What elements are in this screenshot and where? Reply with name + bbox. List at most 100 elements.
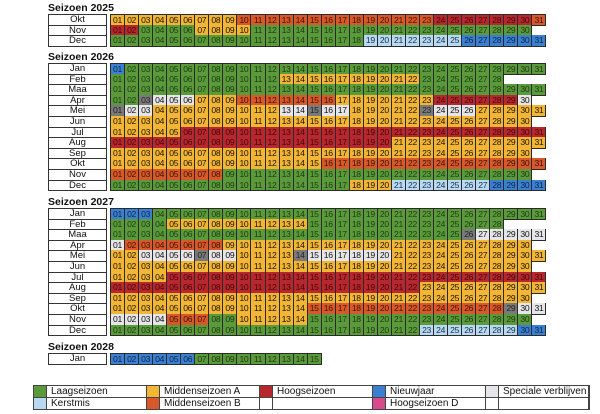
day-cell: 17 bbox=[334, 179, 350, 192]
month-row: Okt 01 02 03 04 05 06 07 08 09 10 11 12 13 14 15 16 17 18 1… bbox=[48, 303, 547, 315]
day-cell: 25 bbox=[447, 35, 463, 47]
day-cell: 29 bbox=[503, 324, 519, 337]
day-cell: 20 bbox=[376, 324, 392, 337]
day-cell: 10 bbox=[236, 179, 252, 192]
month-row: Apr 01 02 03 04 05 06 07 08 09 10 11 12 13 14 15 16 17 18 1… bbox=[48, 94, 545, 107]
day-cell: 20 bbox=[376, 35, 392, 47]
day-cell: 09 bbox=[222, 179, 238, 192]
day-cell: 13 bbox=[278, 324, 294, 337]
day-cell: 07 bbox=[194, 179, 210, 192]
day-cells: 01 02 03 04 05 06 07 08 09 10 11 12 13 14 15 16 17 18 19 20… bbox=[110, 313, 533, 326]
day-cell: 22 bbox=[404, 324, 421, 337]
day-cells: 01 02 03 04 05 06 07 08 09 10 11 12 13 14 15 16 17 18 19 20… bbox=[110, 73, 505, 86]
day-cell: 02 bbox=[124, 353, 140, 365]
day-cell: 27 bbox=[475, 35, 491, 47]
season-title: Seizoen 2027 bbox=[48, 196, 114, 208]
month-label: Maa bbox=[48, 229, 107, 240]
month-row: Jul 01 02 03 04 05 06 07 08 09 10 11 12 13 14 15 16 17 18 1… bbox=[48, 126, 547, 139]
day-cells: 01 02 03 04 05 06 07 08 09 10 11 12 13 14 15 16 17 18 19 20… bbox=[110, 63, 547, 75]
month-row: Jan 01 02 03 04 05 06 07 08 09 10 11 12 13 14 15 bbox=[48, 353, 322, 365]
season-title: Seizoen 2026 bbox=[48, 51, 114, 63]
season-2026: Seizoen 2026 Jan 01 02 03 04 05 06 07 08 09 10 11 12… bbox=[48, 51, 547, 192]
day-cell: 21 bbox=[390, 35, 406, 47]
month-label: Jan bbox=[48, 353, 107, 365]
day-cell: 31 bbox=[531, 63, 547, 75]
day-cell: 20 bbox=[376, 179, 392, 192]
day-cell: 12 bbox=[264, 324, 280, 337]
legend-label bbox=[499, 398, 589, 409]
day-cell: 09 bbox=[222, 353, 238, 365]
day-cell: 12 bbox=[264, 179, 280, 192]
day-cell: 23 bbox=[419, 179, 435, 192]
legend-swatch bbox=[147, 398, 160, 409]
legend-swatch bbox=[373, 386, 386, 398]
day-cell: 08 bbox=[208, 35, 224, 47]
month-row: Maa 01 02 03 04 05 06 07 08 09 10 11 12 13 14 15 16 17 18 1… bbox=[48, 229, 547, 241]
day-cell: 31 bbox=[531, 35, 547, 47]
day-cell: 15 bbox=[306, 35, 322, 47]
month-label: Nov bbox=[48, 168, 107, 180]
day-cell: 15 bbox=[306, 353, 322, 365]
day-cell: 14 bbox=[292, 179, 308, 192]
day-cell: 19 bbox=[362, 179, 378, 192]
day-cell: 03 bbox=[138, 179, 154, 192]
day-cell: 29 bbox=[503, 35, 519, 47]
day-cells: 01 02 03 04 05 06 07 08 09 10 11 12 13 14 15 16 17 18 19 20… bbox=[110, 147, 533, 160]
day-cell: 31 bbox=[531, 105, 547, 117]
month-row: Apr 01 02 03 04 05 06 07 08 09 10 11 12 13 14 15 16 17 18 1… bbox=[48, 239, 545, 252]
month-row: Sep 01 02 03 04 05 06 07 08 09 10 11 12 13 14 15 16 17 18 1… bbox=[48, 292, 545, 305]
day-cells: 01 02 03 04 05 06 07 08 09 10 11 12 13 14 15 16 17 18 19 20… bbox=[110, 14, 547, 26]
month-row: Dec 01 02 03 04 05 06 07 08 09 10 11 12 13 14 15 16 17 18 1… bbox=[48, 35, 547, 47]
day-cells: 01 02 03 04 05 06 07 08 09 10 11 12 13 14 15 16 17 18 19 20… bbox=[110, 35, 547, 47]
legend-label: Nieuwjaar bbox=[386, 386, 486, 398]
day-cell: 16 bbox=[320, 179, 336, 192]
legend-label bbox=[273, 398, 373, 409]
day-cell: 10 bbox=[236, 324, 252, 337]
day-cell: 07 bbox=[194, 324, 210, 337]
day-cell: 14 bbox=[292, 353, 308, 365]
month-row: Jun 01 02 03 04 05 06 07 08 09 10 11 12 13 14 15 16 17 18 1… bbox=[48, 115, 545, 128]
day-cell: 22 bbox=[404, 35, 421, 47]
season-title: Seizoen 2025 bbox=[48, 2, 114, 14]
month-label: Aug bbox=[48, 282, 107, 293]
day-cell: 02 bbox=[124, 35, 140, 47]
day-cell: 30 bbox=[517, 63, 533, 75]
month-row: Aug 01 02 03 04 05 06 07 08 09 10 11 12 13 14 15 16 17 18 1… bbox=[48, 282, 547, 294]
day-cells: 01 02 03 04 05 06 07 08 09 10 11 12 13 14 15 16 17 18 19 20… bbox=[110, 84, 547, 96]
day-cell: 30 bbox=[517, 179, 533, 192]
day-cell: 14 bbox=[292, 35, 308, 47]
day-cell: 03 bbox=[138, 324, 154, 337]
legend-label: Speciale verblijven bbox=[499, 386, 589, 398]
month-label: Mei bbox=[48, 250, 107, 261]
month-row: Feb 01 02 03 04 05 06 07 08 09 10 11 12 13 14 15 16 17 18 1… bbox=[48, 218, 545, 231]
month-row: Sep 01 02 03 04 05 06 07 08 09 10 11 12 13 14 15 16 17 18 1… bbox=[48, 147, 545, 160]
legend-swatch bbox=[486, 386, 499, 398]
month-label: Okt bbox=[48, 14, 107, 25]
month-label: Sep bbox=[48, 147, 107, 159]
day-cell: 30 bbox=[517, 208, 533, 220]
day-cells: 01 02 03 04 05 06 07 08 09 10 11 12 13 14 15 bbox=[110, 353, 322, 365]
month-row: Nov 01 02 03 04 05 06 07 08 09 10 11 12 13 14 15 16 17 18 1… bbox=[48, 313, 545, 326]
day-cell: 05 bbox=[166, 353, 182, 365]
month-label: Jul bbox=[48, 271, 107, 283]
day-cell: 25 bbox=[447, 324, 463, 337]
month-row: Jun 01 02 03 04 05 06 07 08 09 10 11 12 13 14 15 16 17 18 1… bbox=[48, 260, 545, 273]
day-cell: 11 bbox=[250, 35, 266, 47]
day-cell: 08 bbox=[208, 353, 224, 365]
legend-label: Middenseizoen B bbox=[160, 398, 260, 409]
day-cell: 10 bbox=[236, 353, 252, 365]
legend-swatch bbox=[34, 386, 47, 398]
day-cell: 31 bbox=[531, 137, 547, 149]
month-label: Dec bbox=[48, 35, 107, 47]
day-cell: 02 bbox=[124, 179, 140, 192]
day-cell: 12 bbox=[264, 35, 280, 47]
legend-swatch bbox=[373, 398, 386, 409]
day-cells: 01 02 03 04 05 06 07 08 09 10 11 12 13 14 15 16 17 18 19 20… bbox=[110, 218, 505, 231]
day-cell: 18 bbox=[348, 35, 364, 47]
day-cells: 01 02 03 04 05 06 07 08 09 10 11 12 13 14 15 16 17 18 19 20… bbox=[110, 229, 547, 241]
day-cells: 01 02 03 04 05 06 07 08 09 10 11 12 13 14 15 16 17 18 19 20… bbox=[110, 282, 547, 294]
day-cell: 24 bbox=[433, 324, 449, 337]
month-rows: Jan 01 02 03 04 05 06 07 08 09 10 11 12 13 14 15 bbox=[48, 353, 322, 365]
day-cell: 06 bbox=[180, 35, 196, 47]
month-row: Dec 01 02 03 04 05 06 07 08 09 10 11 12 13 14 15 16 17 18 1… bbox=[48, 179, 547, 192]
